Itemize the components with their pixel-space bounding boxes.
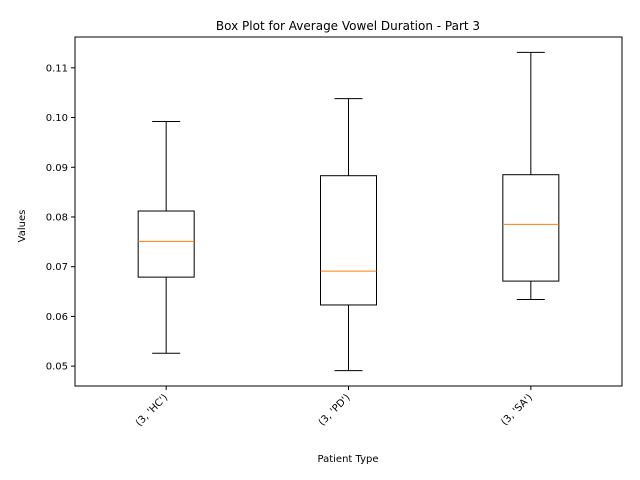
- box-1: [137, 121, 195, 354]
- box-iqr: [137, 210, 195, 278]
- y-axis-ticks: 0.05 0.06 0.07 0.08 0.09 0.10 0.11: [46, 63, 75, 373]
- x-axis-ticks: (3, 'HC') (3, 'PD') (3, 'SA'): [134, 386, 535, 429]
- y-tick-label: 0.10: [46, 113, 68, 124]
- y-tick-label: 0.09: [46, 163, 68, 174]
- y-tick-label: 0.06: [46, 312, 68, 323]
- y-tick-label: 0.07: [46, 262, 68, 273]
- box-iqr: [320, 175, 377, 306]
- box-2: [320, 98, 377, 372]
- x-tick-label: (3, 'HC'): [134, 392, 171, 429]
- box-3: [502, 51, 560, 300]
- chart-title: Box Plot for Average Vowel Duration - Pa…: [216, 19, 480, 33]
- y-tick-label: 0.11: [46, 63, 68, 74]
- plot-frame: [74, 36, 623, 387]
- box-iqr: [502, 174, 560, 282]
- boxes-group: [137, 51, 560, 372]
- y-tick-label: 0.08: [46, 212, 68, 223]
- x-tick-label: (3, 'SA'): [499, 392, 535, 428]
- x-axis-title: Patient Type: [318, 454, 379, 465]
- y-axis-title: Values: [17, 210, 28, 243]
- y-tick-label: 0.05: [46, 362, 68, 373]
- x-tick-label: (3, 'PD'): [317, 392, 353, 428]
